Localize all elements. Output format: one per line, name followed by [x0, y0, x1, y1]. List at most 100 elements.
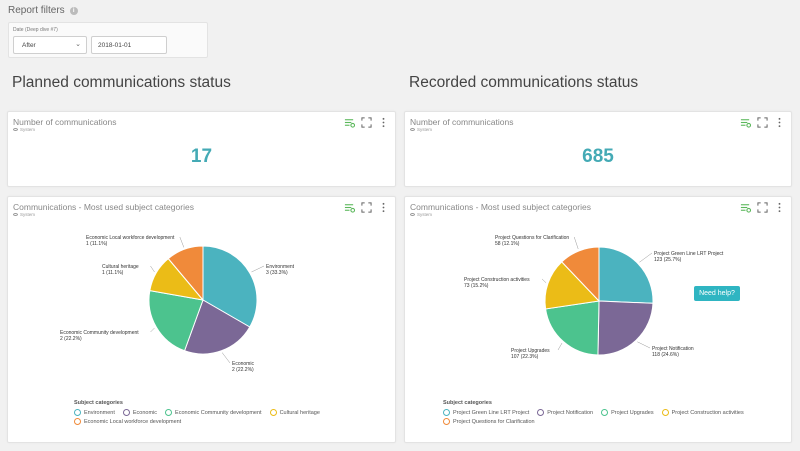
date-input[interactable] — [91, 36, 167, 54]
card-tools — [740, 117, 785, 128]
info-icon[interactable]: i — [69, 6, 78, 15]
pie-slice-value-label: 107 (22.3%) — [511, 354, 539, 360]
legend-label: Project Upgrades — [611, 409, 654, 416]
legend-swatch — [74, 418, 81, 425]
expand-icon[interactable] — [361, 117, 372, 128]
card-tools — [344, 117, 389, 128]
legend-swatch — [443, 409, 450, 416]
card-tools — [344, 202, 389, 213]
pie-slice-value-label: 118 (24.6%) — [652, 352, 679, 358]
pie-slice-value-label: 2 (22.2%) — [232, 367, 254, 373]
more-menu-icon[interactable] — [774, 202, 785, 213]
card-source: System — [410, 127, 432, 132]
pie-slice[interactable] — [167, 245, 204, 302]
card-source: System — [13, 127, 35, 132]
pie-slice-label: Project Questions for Clarification — [495, 235, 569, 241]
planned-pie-card: Communications - Most used subject categ… — [7, 196, 396, 443]
date-filter-label: Date (Deep dive #7) — [13, 27, 58, 33]
pie-slice-value-label: 1 (11.1%) — [86, 241, 108, 247]
legend-item[interactable]: Project Construction activities — [661, 409, 744, 416]
pie-slice-label: Project Green Line LRT Project — [654, 251, 724, 257]
planned-number-card: Number of communications System 17 — [7, 111, 396, 187]
communications-count: 17 — [190, 146, 213, 167]
legend-item[interactable]: Economic Community development — [165, 409, 262, 416]
pie-leader-line — [541, 278, 547, 283]
chevron-down-icon: ⌄ — [75, 41, 81, 48]
pie-slice-label: Environment — [266, 264, 295, 270]
pie-slice[interactable] — [545, 300, 600, 356]
need-help-button[interactable]: Need help? — [694, 286, 740, 301]
pie-slice[interactable] — [183, 299, 251, 355]
legend-item[interactable]: Project Questions for Clarification — [443, 418, 535, 425]
legend-item[interactable]: Economic Local workforce development — [74, 418, 181, 425]
more-menu-icon[interactable] — [774, 117, 785, 128]
legend-swatch — [165, 409, 173, 416]
legend-item[interactable]: Environment — [74, 409, 115, 416]
recorded-pie-card: Communications - Most used subject categ… — [404, 196, 792, 443]
legend-label: Project Green Line LRT Project — [453, 409, 530, 416]
legend-label: Project Notification — [547, 409, 594, 416]
legend-label: Economic Local workforce development — [84, 418, 182, 425]
pie-slice[interactable] — [544, 261, 601, 310]
filter-settings-icon[interactable] — [740, 117, 751, 128]
report-filters-heading: Report filters i — [8, 5, 78, 16]
filter-settings-icon[interactable] — [344, 117, 355, 128]
legend-swatch — [122, 409, 130, 416]
pie-leader-line — [150, 265, 155, 273]
pie-leader-line — [150, 327, 155, 333]
legend-item[interactable]: Cultural heritage — [269, 409, 320, 416]
pie-legend: Environment Economic Economic Community de… — [74, 409, 334, 425]
eye-icon — [410, 128, 415, 131]
legend-item[interactable]: Project Green Line LRT Project — [443, 409, 529, 416]
legend-label: Economic — [132, 409, 158, 416]
filter-panel: Date (Deep dive #7) After ⌄ — [8, 22, 208, 58]
communications-count: 685 — [582, 146, 614, 167]
card-title: Communications - Most used subject categ… — [410, 202, 591, 212]
pie-slice-label: Economic Community development — [60, 330, 139, 336]
legend-label: Economic Community development — [175, 409, 262, 416]
pie-slice-value-label: 2 (22.2%) — [60, 336, 82, 342]
expand-icon[interactable] — [361, 202, 372, 213]
pie-slice-value-label: 1 (11.1%) — [102, 270, 124, 276]
card-source: System — [13, 212, 35, 217]
planned-section-title: Planned communications status — [12, 74, 231, 91]
pie-slice[interactable] — [561, 246, 600, 303]
legend-swatch — [601, 409, 609, 416]
filter-settings-icon[interactable] — [344, 202, 355, 213]
legend-label: Environment — [84, 409, 115, 416]
pie-slice-label: Project Construction activities — [464, 277, 530, 283]
pie-legend: Project Green Line LRT Project Project No… — [443, 409, 773, 425]
legend-item[interactable]: Project Notification — [537, 409, 593, 416]
pie-slice[interactable] — [598, 246, 654, 304]
filter-settings-icon[interactable] — [740, 202, 751, 213]
more-menu-icon[interactable] — [378, 202, 389, 213]
legend-swatch — [661, 409, 669, 416]
date-operator-select[interactable]: After ⌄ — [13, 36, 87, 54]
pie-slice[interactable] — [597, 300, 654, 356]
expand-icon[interactable] — [757, 202, 768, 213]
pie-leader-line — [639, 252, 653, 263]
pie-leader-line — [557, 342, 563, 351]
report-filters-title: Report filters — [8, 5, 65, 16]
pie-leader-line — [637, 341, 651, 349]
legend-item[interactable]: Project Upgrades — [601, 409, 654, 416]
card-title: Communications - Most used subject categ… — [13, 202, 194, 212]
pie-slice-value-label: 123 (25.7%) — [654, 257, 682, 263]
pie-leader-line — [573, 236, 579, 250]
pie-slice[interactable] — [202, 245, 258, 328]
more-menu-icon[interactable] — [378, 117, 389, 128]
legend-item[interactable]: Economic — [122, 409, 158, 416]
pie-slice-label: Economic Local workforce development — [86, 235, 175, 241]
recorded-section-title: Recorded communications status — [409, 74, 639, 91]
pie-slice[interactable] — [148, 290, 204, 352]
pie-slice-label: Project Upgrades — [511, 348, 550, 354]
pie-slice-value-label: 58 (12.1%) — [495, 241, 520, 247]
legend-label: Cultural heritage — [279, 409, 320, 416]
legend-label: Project Construction activities — [671, 409, 744, 416]
legend-swatch — [269, 409, 277, 416]
eye-icon — [410, 213, 415, 216]
expand-icon[interactable] — [757, 117, 768, 128]
card-source: System — [410, 212, 432, 217]
